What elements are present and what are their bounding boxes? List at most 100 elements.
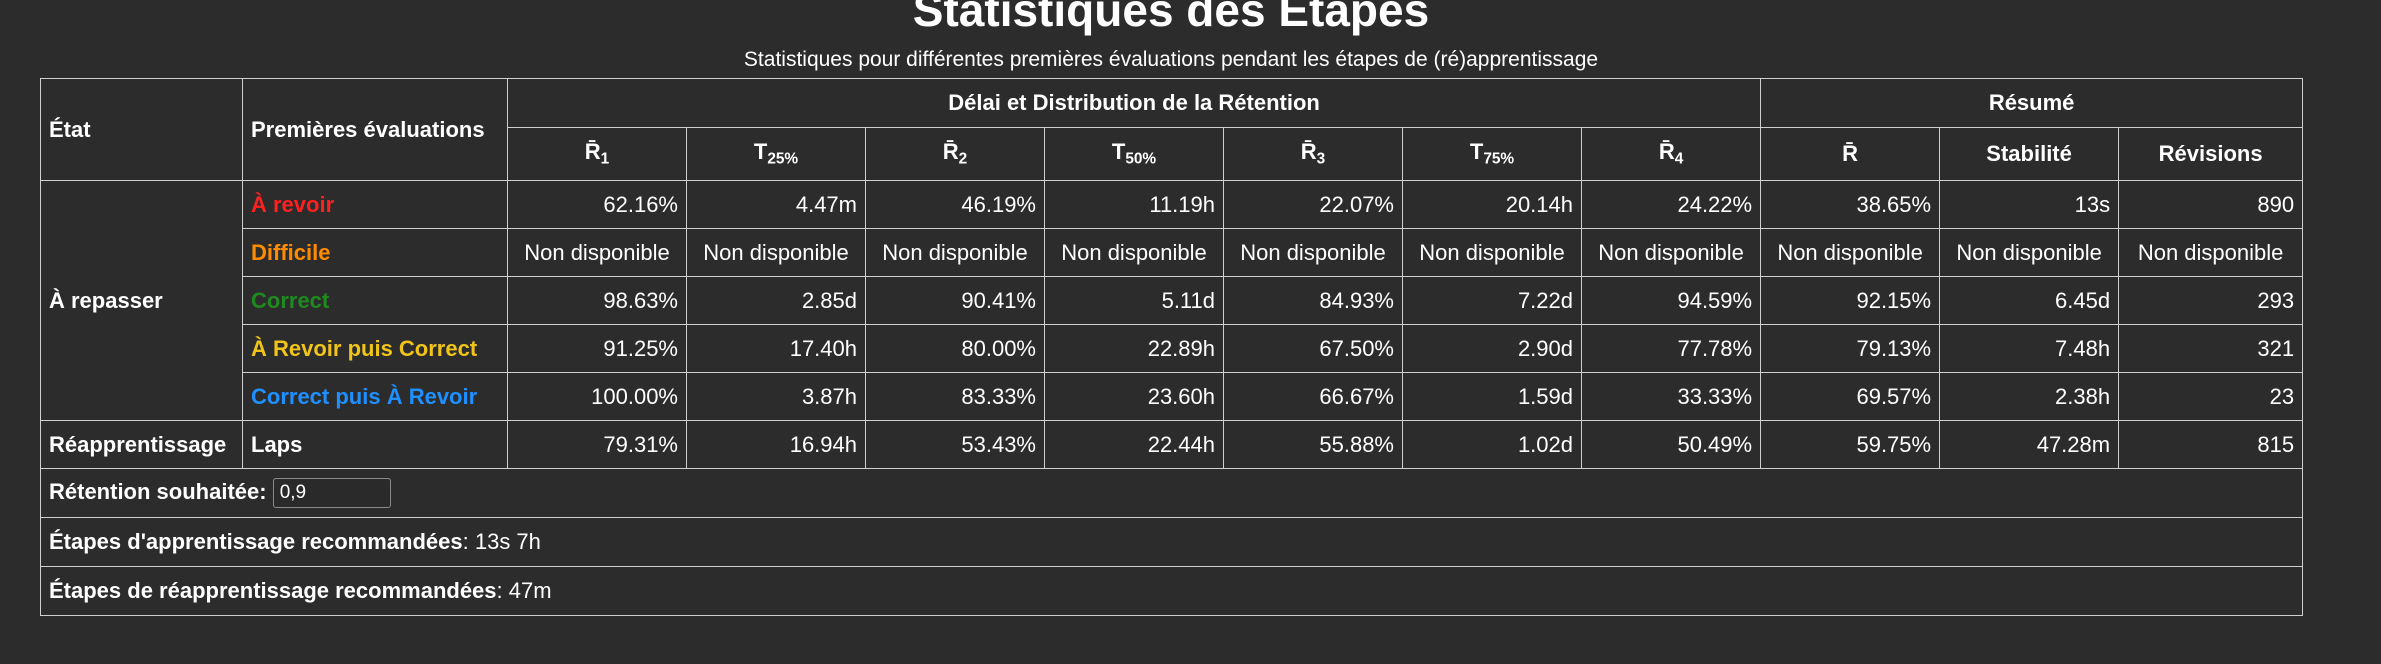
rating-cell: À Revoir puis Correct	[242, 324, 508, 373]
learning-steps-cell: Étapes d'apprentissage recommandées: 13s…	[39, 517, 2304, 567]
t75-cell: 1.59d	[1402, 372, 1582, 421]
t50-cell: 22.89h	[1044, 324, 1224, 373]
header-t25-sub: 25%	[767, 150, 799, 168]
header-t50-sub: 50%	[1125, 150, 1157, 168]
page-title-text: Statistiques des Étapes	[912, 0, 1430, 36]
r-cell: 59.75%	[1760, 420, 1941, 469]
rating-cell: Correct puis À Revoir	[242, 372, 508, 421]
stability-cell: 47.28m	[1939, 420, 2120, 469]
header-r2-sub: 2	[958, 150, 968, 168]
desired-retention-input[interactable]	[272, 478, 391, 508]
reviews-cell: 321	[2118, 324, 2304, 373]
r4-cell: 50.49%	[1580, 420, 1762, 469]
table-row: Correct puis À Revoir 100.00% 3.87h 83.33% 2…	[41, 372, 2304, 421]
r3-cell: Non disponible	[1223, 228, 1403, 277]
rating-cell: Correct	[242, 276, 508, 325]
t75-cell: Non disponible	[1402, 228, 1582, 277]
r3-cell: 67.50%	[1223, 324, 1403, 373]
r2-cell: Non disponible	[865, 228, 1045, 277]
t50-cell: 23.60h	[1044, 372, 1224, 421]
desired-retention-row: Rétention souhaitée:	[39, 468, 2304, 518]
r2-cell: 90.41%	[865, 276, 1045, 325]
header-r1-base: R̄	[584, 139, 601, 165]
r4-cell: 33.33%	[1580, 372, 1762, 421]
header-t50-base: T	[1111, 139, 1126, 165]
header-r3-base: R̄	[1300, 139, 1317, 165]
header-t50: T50%	[1044, 127, 1224, 181]
relearning-steps-label: Étapes de réapprentissage recommandées	[49, 578, 497, 603]
state-cell: À repasser	[40, 180, 243, 421]
r1-cell: 91.25%	[507, 324, 687, 373]
relearning-steps-value: : 47m	[496, 578, 552, 603]
header-r4-base: R̄	[1658, 139, 1675, 165]
t25-cell: 17.40h	[686, 324, 866, 373]
header-group-delay-retention: Délai et Distribution de la Rétention	[506, 78, 1762, 128]
header-t25-base: T	[753, 139, 768, 165]
rating-cell: Difficile	[242, 228, 508, 277]
header-group-summary: Résumé	[1760, 78, 2304, 128]
header-r: R̄	[1760, 127, 1941, 181]
table-row: Réapprentissage Laps 79.31% 16.94h 53.43% 22.…	[40, 420, 2304, 469]
desired-retention-cell: Rétention souhaitée:	[39, 468, 2304, 518]
header-r1: R̄1	[507, 127, 687, 181]
r3-cell: 22.07%	[1223, 180, 1403, 229]
reviews-cell: 815	[2118, 420, 2304, 469]
r-cell: 92.15%	[1760, 276, 1941, 325]
relearning-steps-cell: Étapes de réapprentissage recommandées: …	[39, 566, 2304, 616]
desired-retention-label: Rétention souhaitée:	[49, 478, 267, 504]
table-row: Difficile Non disponible Non disponible Non…	[41, 228, 2304, 277]
reviews-cell: Non disponible	[2118, 228, 2304, 277]
t50-cell: 22.44h	[1044, 420, 1224, 469]
r4-cell: Non disponible	[1580, 228, 1762, 277]
r1-cell: 62.16%	[507, 180, 687, 229]
t75-cell: 1.02d	[1402, 420, 1582, 469]
header-r3-sub: 3	[1316, 150, 1326, 168]
header-r2: R̄2	[865, 127, 1045, 181]
r3-cell: 55.88%	[1223, 420, 1403, 469]
t25-cell: 2.85d	[686, 276, 866, 325]
r-cell: Non disponible	[1760, 228, 1941, 277]
header-r1-sub: 1	[600, 150, 610, 168]
r2-cell: 83.33%	[865, 372, 1045, 421]
page-subtitle: Statistiques pour différentes premières …	[743, 48, 1599, 71]
header-t75-base: T	[1469, 139, 1484, 165]
t50-cell: 5.11d	[1044, 276, 1224, 325]
steps-stats-table: État Premières évaluations Délai et Dist…	[39, 78, 2304, 616]
learning-steps-value: : 13s 7h	[462, 529, 541, 554]
r1-cell: 100.00%	[507, 372, 687, 421]
stability-cell: 2.38h	[1939, 372, 2120, 421]
t25-cell: 3.87h	[686, 372, 866, 421]
t50-cell: 11.19h	[1044, 180, 1224, 229]
relearning-steps-row: Étapes de réapprentissage recommandées: …	[39, 566, 2304, 616]
rating-cell: À revoir	[242, 180, 508, 229]
header-t75-sub: 75%	[1483, 150, 1515, 168]
r-cell: 69.57%	[1760, 372, 1941, 421]
r2-cell: 46.19%	[865, 180, 1045, 229]
learning-steps-row: Étapes d'apprentissage recommandées: 13s…	[39, 517, 2304, 567]
table-row: À repasser À revoir 62.16% 4.47m 46.19% 11.19…	[40, 180, 2304, 421]
r3-cell: 66.67%	[1223, 372, 1403, 421]
info-section: Rétention souhaitée: Étapes d'apprentiss…	[39, 468, 2304, 616]
t50-cell: Non disponible	[1044, 228, 1224, 277]
r-cell: 38.65%	[1760, 180, 1941, 229]
r2-cell: 80.00%	[865, 324, 1045, 373]
rating-cell: Laps	[242, 420, 508, 469]
t75-cell: 7.22d	[1402, 276, 1582, 325]
table-row: Correct 98.63% 2.85d 90.41% 5.11d 84.93% 7.22d…	[41, 276, 2304, 325]
t25-cell: 4.47m	[686, 180, 866, 229]
t25-cell: 16.94h	[686, 420, 866, 469]
r4-cell: 77.78%	[1580, 324, 1762, 373]
header-stability: Stabilité	[1939, 127, 2120, 181]
r1-cell: 79.31%	[507, 420, 687, 469]
header-reviews: Révisions	[2118, 127, 2304, 181]
reviews-cell: 293	[2118, 276, 2304, 325]
reviews-cell: 890	[2118, 180, 2304, 229]
r4-cell: 94.59%	[1580, 276, 1762, 325]
r-cell: 79.13%	[1760, 324, 1941, 373]
r2-cell: 53.43%	[865, 420, 1045, 469]
stats-table-body: À repasser À revoir 62.16% 4.47m 46.19% 11.19…	[40, 180, 2304, 469]
state-cell: Réapprentissage	[40, 420, 243, 469]
header-t75: T75%	[1402, 127, 1582, 181]
header-first-ratings: Premières évaluations	[242, 78, 508, 181]
r4-cell: 24.22%	[1580, 180, 1762, 229]
